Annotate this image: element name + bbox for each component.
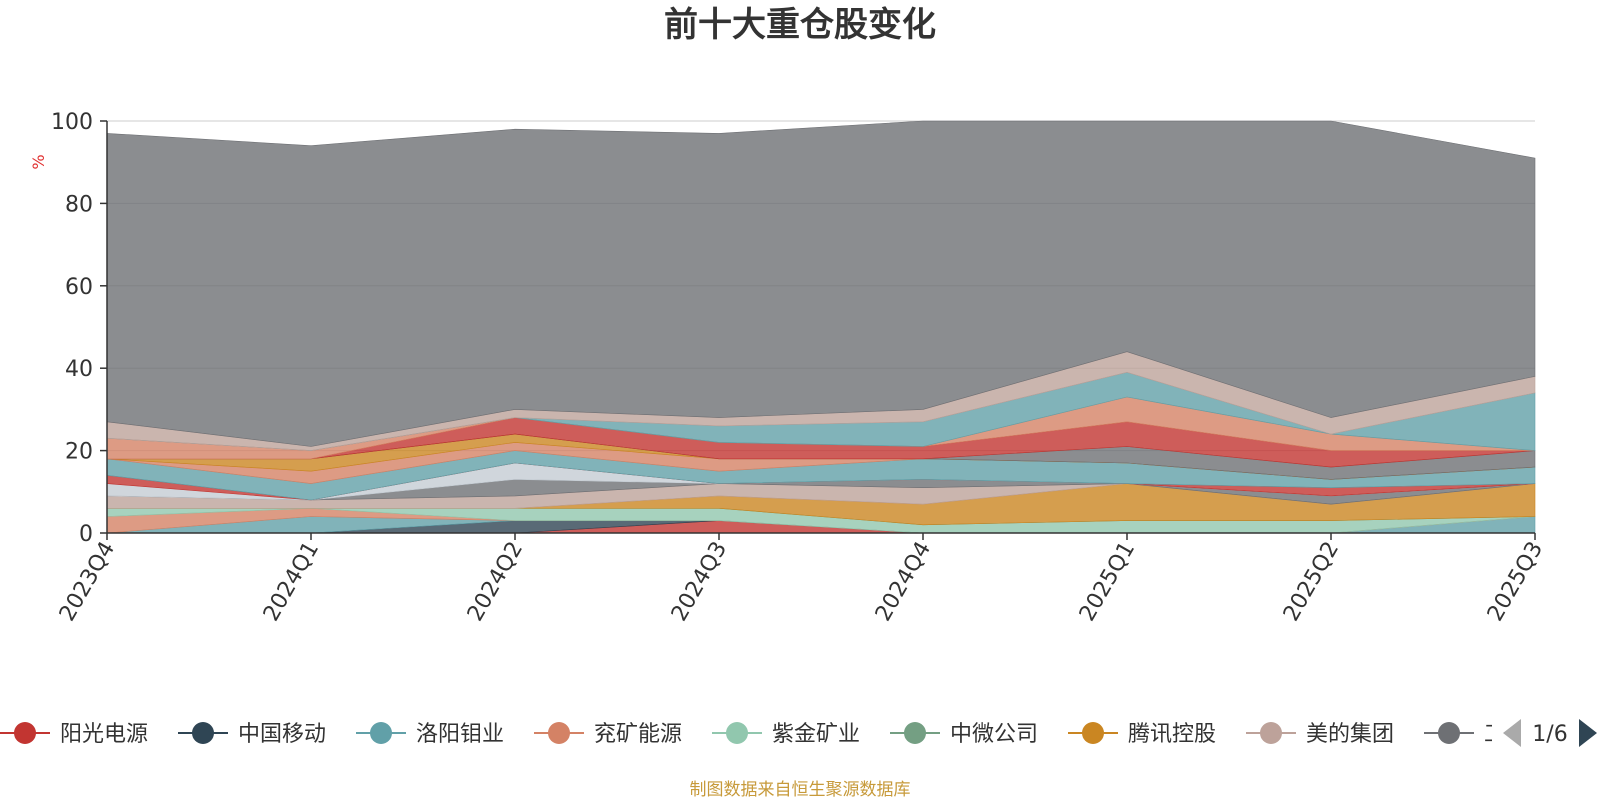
y-tick-label-60: 60 xyxy=(65,275,93,300)
legend-label: 紫金矿业 xyxy=(772,722,860,747)
next-page-icon[interactable] xyxy=(1579,719,1597,747)
stacked-areas xyxy=(106,120,1536,534)
legend-item-5[interactable]: 中微公司 xyxy=(890,722,1038,747)
legend-label: 洛阳钼业 xyxy=(416,722,504,747)
legend-marker-icon xyxy=(370,722,392,744)
legend-marker-icon xyxy=(904,722,926,744)
legend-label: 阳光电源 xyxy=(60,722,148,747)
x-tick-label-2025Q1: 2025Q1 xyxy=(1075,538,1140,626)
legend-item-8[interactable]: 工 xyxy=(1424,722,1506,747)
y-tick-label-100: 100 xyxy=(51,110,93,135)
legend-marker-icon xyxy=(14,722,36,744)
legend-marker-icon xyxy=(1438,722,1460,744)
x-tick-label-2023Q4: 2023Q4 xyxy=(55,538,120,626)
legend-item-1[interactable]: 中国移动 xyxy=(178,722,326,747)
legend-label: 工 xyxy=(1484,722,1506,747)
prev-page-icon[interactable] xyxy=(1503,719,1521,747)
legend-marker-icon xyxy=(192,722,214,744)
legend-item-6[interactable]: 腾讯控股 xyxy=(1068,722,1216,747)
x-tick-label-2025Q2: 2025Q2 xyxy=(1279,538,1344,626)
x-tick-label-2025Q3: 2025Q3 xyxy=(1483,538,1548,626)
y-tick-label-0: 0 xyxy=(79,522,93,547)
x-tick-label-2024Q3: 2024Q3 xyxy=(667,538,732,626)
legend-label: 腾讯控股 xyxy=(1128,722,1216,747)
x-axis-ticks: 2023Q4 2024Q1 2024Q2 2024Q3 2024Q4 2025Q1 2025… xyxy=(55,533,1548,626)
legend-marker-icon xyxy=(726,722,748,744)
y-tick-label-80: 80 xyxy=(65,192,93,217)
legend-marker-icon xyxy=(548,722,570,744)
y-unit-label: % xyxy=(29,154,48,169)
legend-page-indicator: 1/6 xyxy=(1532,722,1567,747)
legend-item-7[interactable]: 美的集团 xyxy=(1246,722,1394,747)
axes xyxy=(106,121,1535,534)
x-tick-label-2024Q2: 2024Q2 xyxy=(463,538,528,626)
legend-marker-icon xyxy=(1082,722,1104,744)
legend-item-2[interactable]: 洛阳钼业 xyxy=(356,722,504,747)
legend-pager: 1/6 xyxy=(1503,719,1597,747)
legend-label: 兖矿能源 xyxy=(594,722,682,747)
legend-label: 美的集团 xyxy=(1306,722,1394,747)
y-tick-label-20: 20 xyxy=(65,440,93,465)
legend-item-4[interactable]: 紫金矿业 xyxy=(712,722,860,747)
y-tick-label-40: 40 xyxy=(65,357,93,382)
legend-item-0[interactable]: 阳光电源 xyxy=(0,722,148,747)
legend-item-3[interactable]: 兖矿能源 xyxy=(534,722,682,747)
x-tick-label-2024Q4: 2024Q4 xyxy=(871,538,936,626)
legend-label: 中国移动 xyxy=(238,722,326,747)
legend: 阳光电源 中国移动 洛阳钼业 兖矿能源 紫金矿业 中微公司 腾讯控股 美的集团 工 xyxy=(0,722,1506,747)
area-series-19 xyxy=(106,120,1536,447)
legend-label: 中微公司 xyxy=(950,722,1038,747)
chart-title: 前十大重仓股变化 xyxy=(664,5,936,45)
y-axis-ticks: 0 20 40 60 80 100 xyxy=(51,110,107,547)
legend-marker-icon xyxy=(1260,722,1282,744)
source-note: 制图数据来自恒生聚源数据库 xyxy=(690,780,911,800)
x-tick-label-2024Q1: 2024Q1 xyxy=(259,538,324,626)
